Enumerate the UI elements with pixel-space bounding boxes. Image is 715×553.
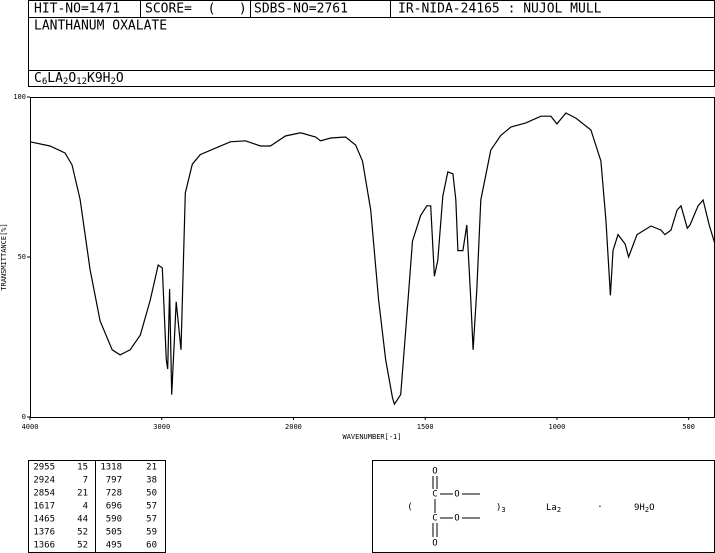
- formula-part: K9H: [87, 71, 110, 86]
- ir-info: IR-NIDA-24165 : NUJOL MULL: [398, 2, 602, 17]
- formula-sub: 2: [63, 77, 68, 87]
- formula-sub: 12: [76, 77, 87, 87]
- atom: C: [432, 514, 437, 524]
- formula-part: O: [116, 71, 124, 86]
- peak-cell: 495: [106, 541, 122, 551]
- peak-cell: 728: [106, 489, 122, 499]
- peak-cell: 2955: [33, 463, 55, 473]
- metal: La: [546, 503, 557, 513]
- peak-cell: 57: [146, 502, 157, 512]
- y-tick-label: 50: [18, 253, 26, 261]
- peak-cell: 4: [83, 502, 88, 512]
- atom: C: [432, 490, 437, 500]
- peak-cell: 52: [77, 528, 88, 538]
- peak-cell: 59: [146, 528, 157, 538]
- formula-sub: 6: [42, 77, 47, 87]
- atom: O: [454, 490, 459, 500]
- peak-cell: 21: [146, 463, 157, 473]
- peak-cell: 1376: [33, 528, 55, 538]
- structure: O C O C O O ( )3 La2 · 9H2O: [372, 460, 715, 553]
- x-tick-label: 4000: [22, 423, 39, 431]
- peak-cell: 1366: [33, 541, 55, 551]
- peak-cell: 15: [77, 463, 88, 473]
- formula-part: C: [34, 71, 42, 86]
- peak-cell: 7: [83, 476, 88, 486]
- y-tick-label: 100: [13, 93, 26, 101]
- peak-cell: 696: [106, 502, 122, 512]
- water: 9H: [634, 503, 645, 513]
- sdbs-no: SDBS-NO=2761: [254, 2, 348, 17]
- x-tick-label: 3000: [153, 423, 170, 431]
- peak-cell: 1617: [33, 502, 55, 512]
- peak-cell: 57: [146, 515, 157, 525]
- plot-frame: [30, 97, 715, 418]
- x-tick-label: 500: [682, 423, 695, 431]
- bracket: )3: [496, 503, 506, 515]
- water: O: [649, 503, 654, 513]
- peak-cell: 590: [106, 515, 122, 525]
- atom: O: [432, 467, 437, 477]
- spectrum-line: [29, 112, 715, 406]
- score: SCORE= ( ): [145, 2, 247, 17]
- peak-cell: 50: [146, 489, 157, 499]
- peak-cell: 21: [77, 489, 88, 499]
- x-axis-label: WAVENUMBER[-1]: [342, 433, 401, 441]
- peak-cell: 2854: [33, 489, 55, 499]
- formula: C6LA2O12K9H2O: [34, 71, 124, 87]
- atom: O: [432, 539, 437, 549]
- bracket: ): [496, 503, 501, 513]
- dot: ·: [597, 503, 602, 513]
- hit-no: HIT-NO=1471: [34, 2, 120, 17]
- peak-cell: 797: [106, 476, 122, 486]
- subscript: 2: [557, 506, 561, 514]
- bracket: (: [407, 503, 412, 513]
- formula-sub: 2: [110, 77, 115, 87]
- plot: TRANSMITTANCE[%] WAVENUMBER[-1] 0 50 100 40…: [0, 93, 715, 441]
- peak-cell: 38: [146, 476, 157, 486]
- peak-cell: 52: [77, 541, 88, 551]
- water: 9H2O: [634, 503, 654, 515]
- formula-part: O: [68, 71, 76, 86]
- subscript: 3: [501, 506, 505, 514]
- formula-part: LA: [47, 71, 63, 86]
- peak-cell: 44: [77, 515, 88, 525]
- y-axis-label: TRANSMITTANCE[%]: [0, 223, 8, 290]
- x-tick-label: 2000: [285, 423, 302, 431]
- structure-box: [372, 460, 715, 553]
- compound-name: LANTHANUM OXALATE: [34, 19, 167, 34]
- metal: La2: [546, 503, 561, 515]
- header: HIT-NO=1471 SCORE= ( ) SDBS-NO=2761 IR-N…: [28, 0, 715, 87]
- peak-cell: 1465: [33, 515, 55, 525]
- peak-cell: 1318: [100, 463, 122, 473]
- peak-cell: 60: [146, 541, 157, 551]
- x-tick-label: 1000: [548, 423, 565, 431]
- y-tick-label: 0: [22, 413, 26, 421]
- peak-table: 2955 15 1318 21 2924 7 797 38 2854 21 728 50 1617 4 69…: [28, 460, 166, 553]
- peak-cell: 2924: [33, 476, 55, 486]
- atom: O: [454, 514, 459, 524]
- subscript: 2: [645, 506, 649, 514]
- x-tick-label: 1500: [417, 423, 434, 431]
- header-box: [28, 0, 715, 87]
- peak-cell: 505: [106, 528, 122, 538]
